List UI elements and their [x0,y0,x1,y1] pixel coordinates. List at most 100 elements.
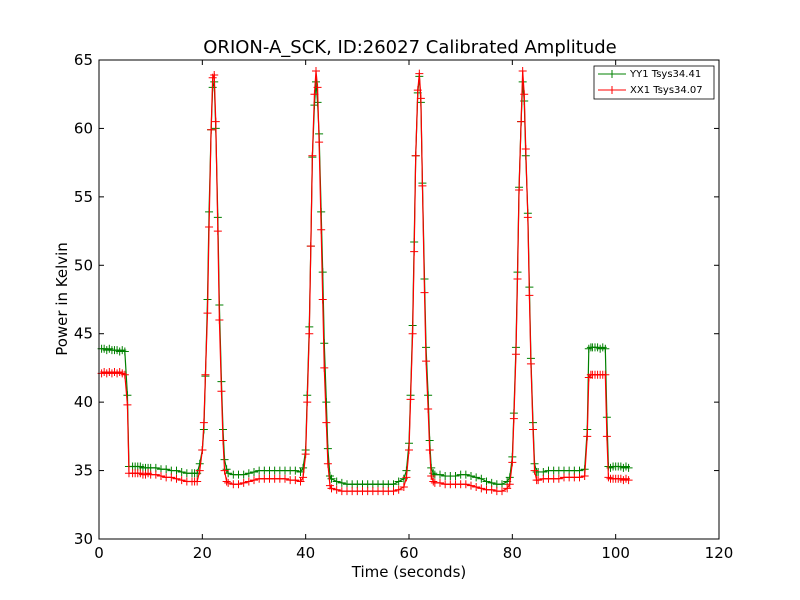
data-point-1-69 [313,83,322,92]
data-point-1-29 [193,477,202,486]
data-point-1-115 [467,481,475,490]
data-point-1-143 [554,474,563,483]
data-point-1-105 [425,446,434,455]
data-point-1-136 [529,425,537,434]
data-point-0-51 [250,467,258,476]
data-point-1-23 [167,473,176,482]
data-point-1-149 [583,432,592,441]
x-tick-label-4: 80 [503,544,522,562]
y-tick-label-2: 40 [74,393,93,411]
data-point-1-133 [523,213,532,222]
y-axis-label: Power in Kelvin [53,242,71,356]
data-point-1-137 [530,466,539,475]
x-tick-label-2: 40 [296,544,315,562]
y-tick-label-7: 65 [74,51,93,69]
legend-label-xx1: XX1 Tsys34.07 [630,85,703,96]
data-point-1-94 [406,395,415,404]
y-tick-label-1: 35 [74,462,93,480]
x-tick-label-5: 100 [601,544,630,562]
data-point-1-67 [310,90,319,99]
data-point-1-99 [415,69,424,78]
data-point-0-89 [389,480,398,489]
data-point-0-22 [162,465,171,474]
data-point-1-159 [604,473,613,482]
data-point-1-135 [526,359,535,368]
data-point-1-46 [224,478,233,487]
data-point-1-34 [203,309,212,318]
data-point-1-75 [323,459,332,468]
data-point-0-114 [461,470,470,479]
data-point-0-74 [322,398,331,407]
x-tick-label-1: 20 [193,544,212,562]
data-point-0-90 [394,477,403,486]
x-tick-label-3: 60 [399,544,418,562]
data-point-1-40 [213,227,222,236]
data-point-1-60 [296,477,305,486]
data-point-1-100 [416,94,425,103]
data-point-1-61 [299,473,308,482]
data-point-1-72 [318,295,327,304]
data-point-1-131 [520,90,529,99]
data-point-1-95 [408,329,417,338]
data-point-1-92 [402,473,411,482]
data-point-0-117 [477,474,486,483]
data-point-1-97 [411,151,420,160]
data-point-1-114 [461,480,470,489]
data-point-0-109 [436,470,444,479]
data-point-0-112 [451,472,460,481]
data-point-1-147 [575,473,584,482]
y-tick-label-0: 30 [74,530,93,548]
data-point-1-33 [201,370,210,379]
series-1 [97,66,633,496]
data-point-1-68 [312,66,320,75]
data-point-1-49 [239,478,248,487]
data-point-0-59 [291,466,300,475]
y-tick-label-4: 50 [74,256,93,274]
data-point-1-125 [509,414,518,423]
data-point-1-45 [222,477,231,486]
data-point-1-91 [399,482,408,491]
data-point-1-32 [199,418,208,427]
data-point-1-25 [177,476,186,485]
data-point-1-119 [487,485,496,494]
data-point-1-20 [151,470,160,479]
data-point-1-96 [410,247,419,256]
data-point-1-9 [120,370,129,379]
data-point-1-35 [205,222,214,231]
data-point-0-157 [601,344,610,353]
data-point-1-117 [477,484,486,493]
data-point-1-43 [219,436,227,445]
data-point-0-78 [332,477,341,486]
data-point-0-150 [584,344,593,353]
data-point-1-109 [436,478,444,487]
data-point-0-147 [575,466,584,475]
data-point-1-65 [306,242,315,251]
data-point-1-126 [511,350,520,359]
legend-label-yy1: YY1 Tsys34.41 [629,69,701,80]
data-point-1-124 [508,458,517,467]
data-point-1-50 [244,477,253,486]
x-tick-label-6: 120 [705,544,734,562]
data-point-1-139 [534,476,543,485]
series-layer [97,66,633,496]
data-point-1-74 [322,418,331,427]
data-point-1-157 [601,370,610,379]
data-point-1-129 [517,117,526,126]
data-point-1-51 [250,476,258,485]
data-point-0-25 [177,467,186,476]
data-point-1-134 [525,291,534,300]
data-point-0-140 [539,467,548,476]
data-point-1-62 [301,450,310,459]
ticks-layer: 0 20 40 60 80 100 120 30 35 40 45 50 55 60 65 [74,51,733,562]
data-point-1-71 [317,225,326,234]
legend: YY1 Tsys34.41 XX1 Tsys34.07 [593,65,715,100]
data-point-1-59 [291,476,300,485]
legend-box [593,65,715,100]
data-point-0-49 [239,470,248,479]
data-point-0-115 [467,472,475,481]
data-point-1-98 [413,86,422,95]
data-point-1-107 [429,477,438,486]
data-point-1-42 [217,387,226,396]
data-point-0-121 [498,480,506,489]
